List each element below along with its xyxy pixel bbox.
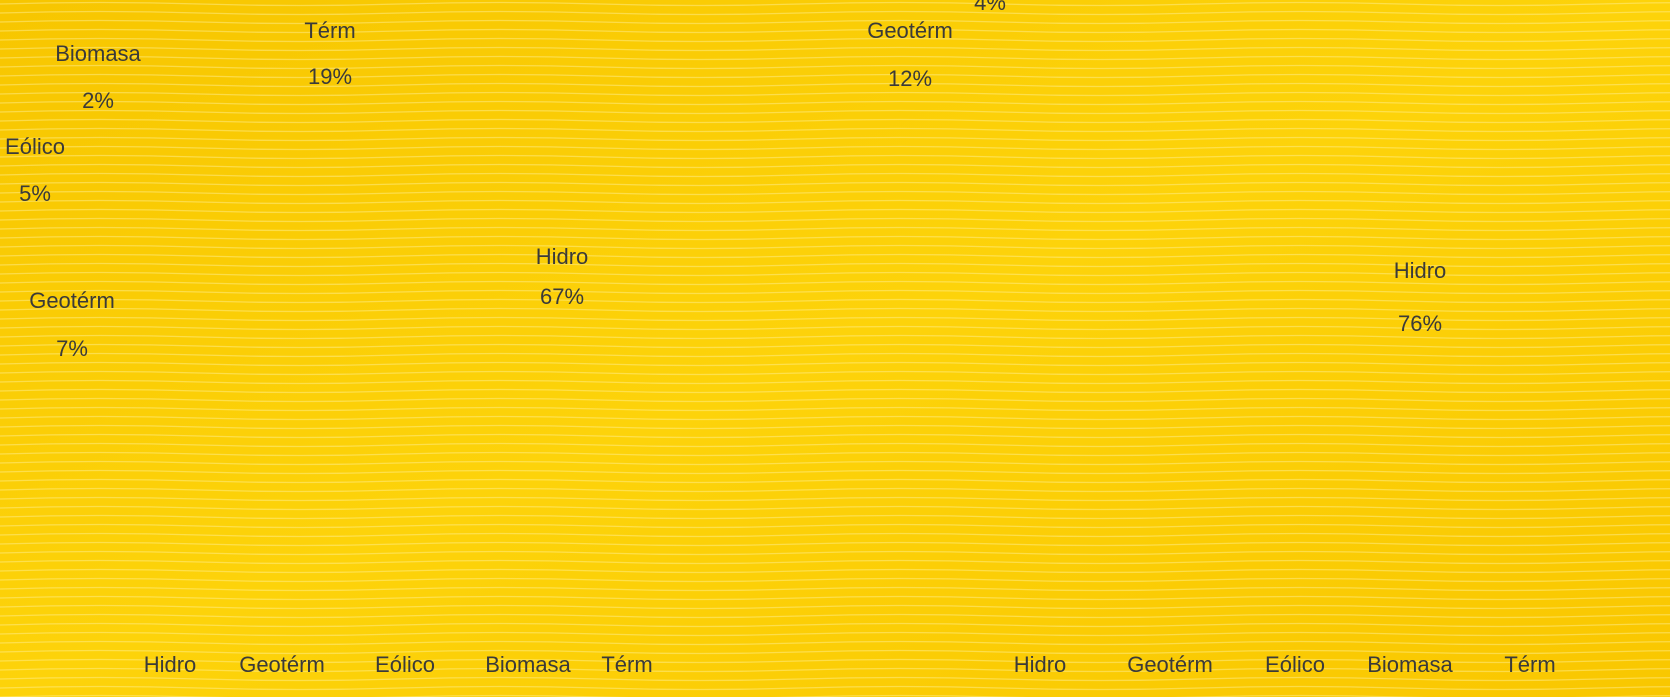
slice-value-label: 19% xyxy=(308,64,352,89)
slice-category-label: Geotérm xyxy=(29,288,115,313)
slice-category-label: Geotérm xyxy=(867,18,953,43)
slice-category-label: Térm xyxy=(304,18,355,43)
slice-category-label: Hidro xyxy=(536,244,589,269)
legend-entry: Térm xyxy=(1504,652,1555,677)
legend-entry: Biomasa xyxy=(485,652,571,677)
legend-entry: Eólico xyxy=(375,652,435,677)
slice-category-label: Hidro xyxy=(1394,258,1447,283)
legend-entry: Biomasa xyxy=(1367,652,1453,677)
slice-value-label: 4% xyxy=(974,0,1006,15)
slice-category-label: Biomasa xyxy=(55,41,141,66)
legend-entry: Eólico xyxy=(1265,652,1325,677)
legend-entry: Hidro xyxy=(144,652,197,677)
slice-value-label: 7% xyxy=(56,336,88,361)
slice-value-label: 67% xyxy=(540,284,584,309)
legend-entry: Térm xyxy=(601,652,652,677)
slice-category-label: Eólico xyxy=(5,134,65,159)
slice-value-label: 5% xyxy=(19,181,51,206)
slice-value-label: 2% xyxy=(82,88,114,113)
legend-entry: Hidro xyxy=(1014,652,1067,677)
legend-entry: Geotérm xyxy=(1127,652,1213,677)
slice-value-label: 12% xyxy=(888,66,932,91)
slice-value-label: 76% xyxy=(1398,311,1442,336)
legend-entry: Geotérm xyxy=(239,652,325,677)
